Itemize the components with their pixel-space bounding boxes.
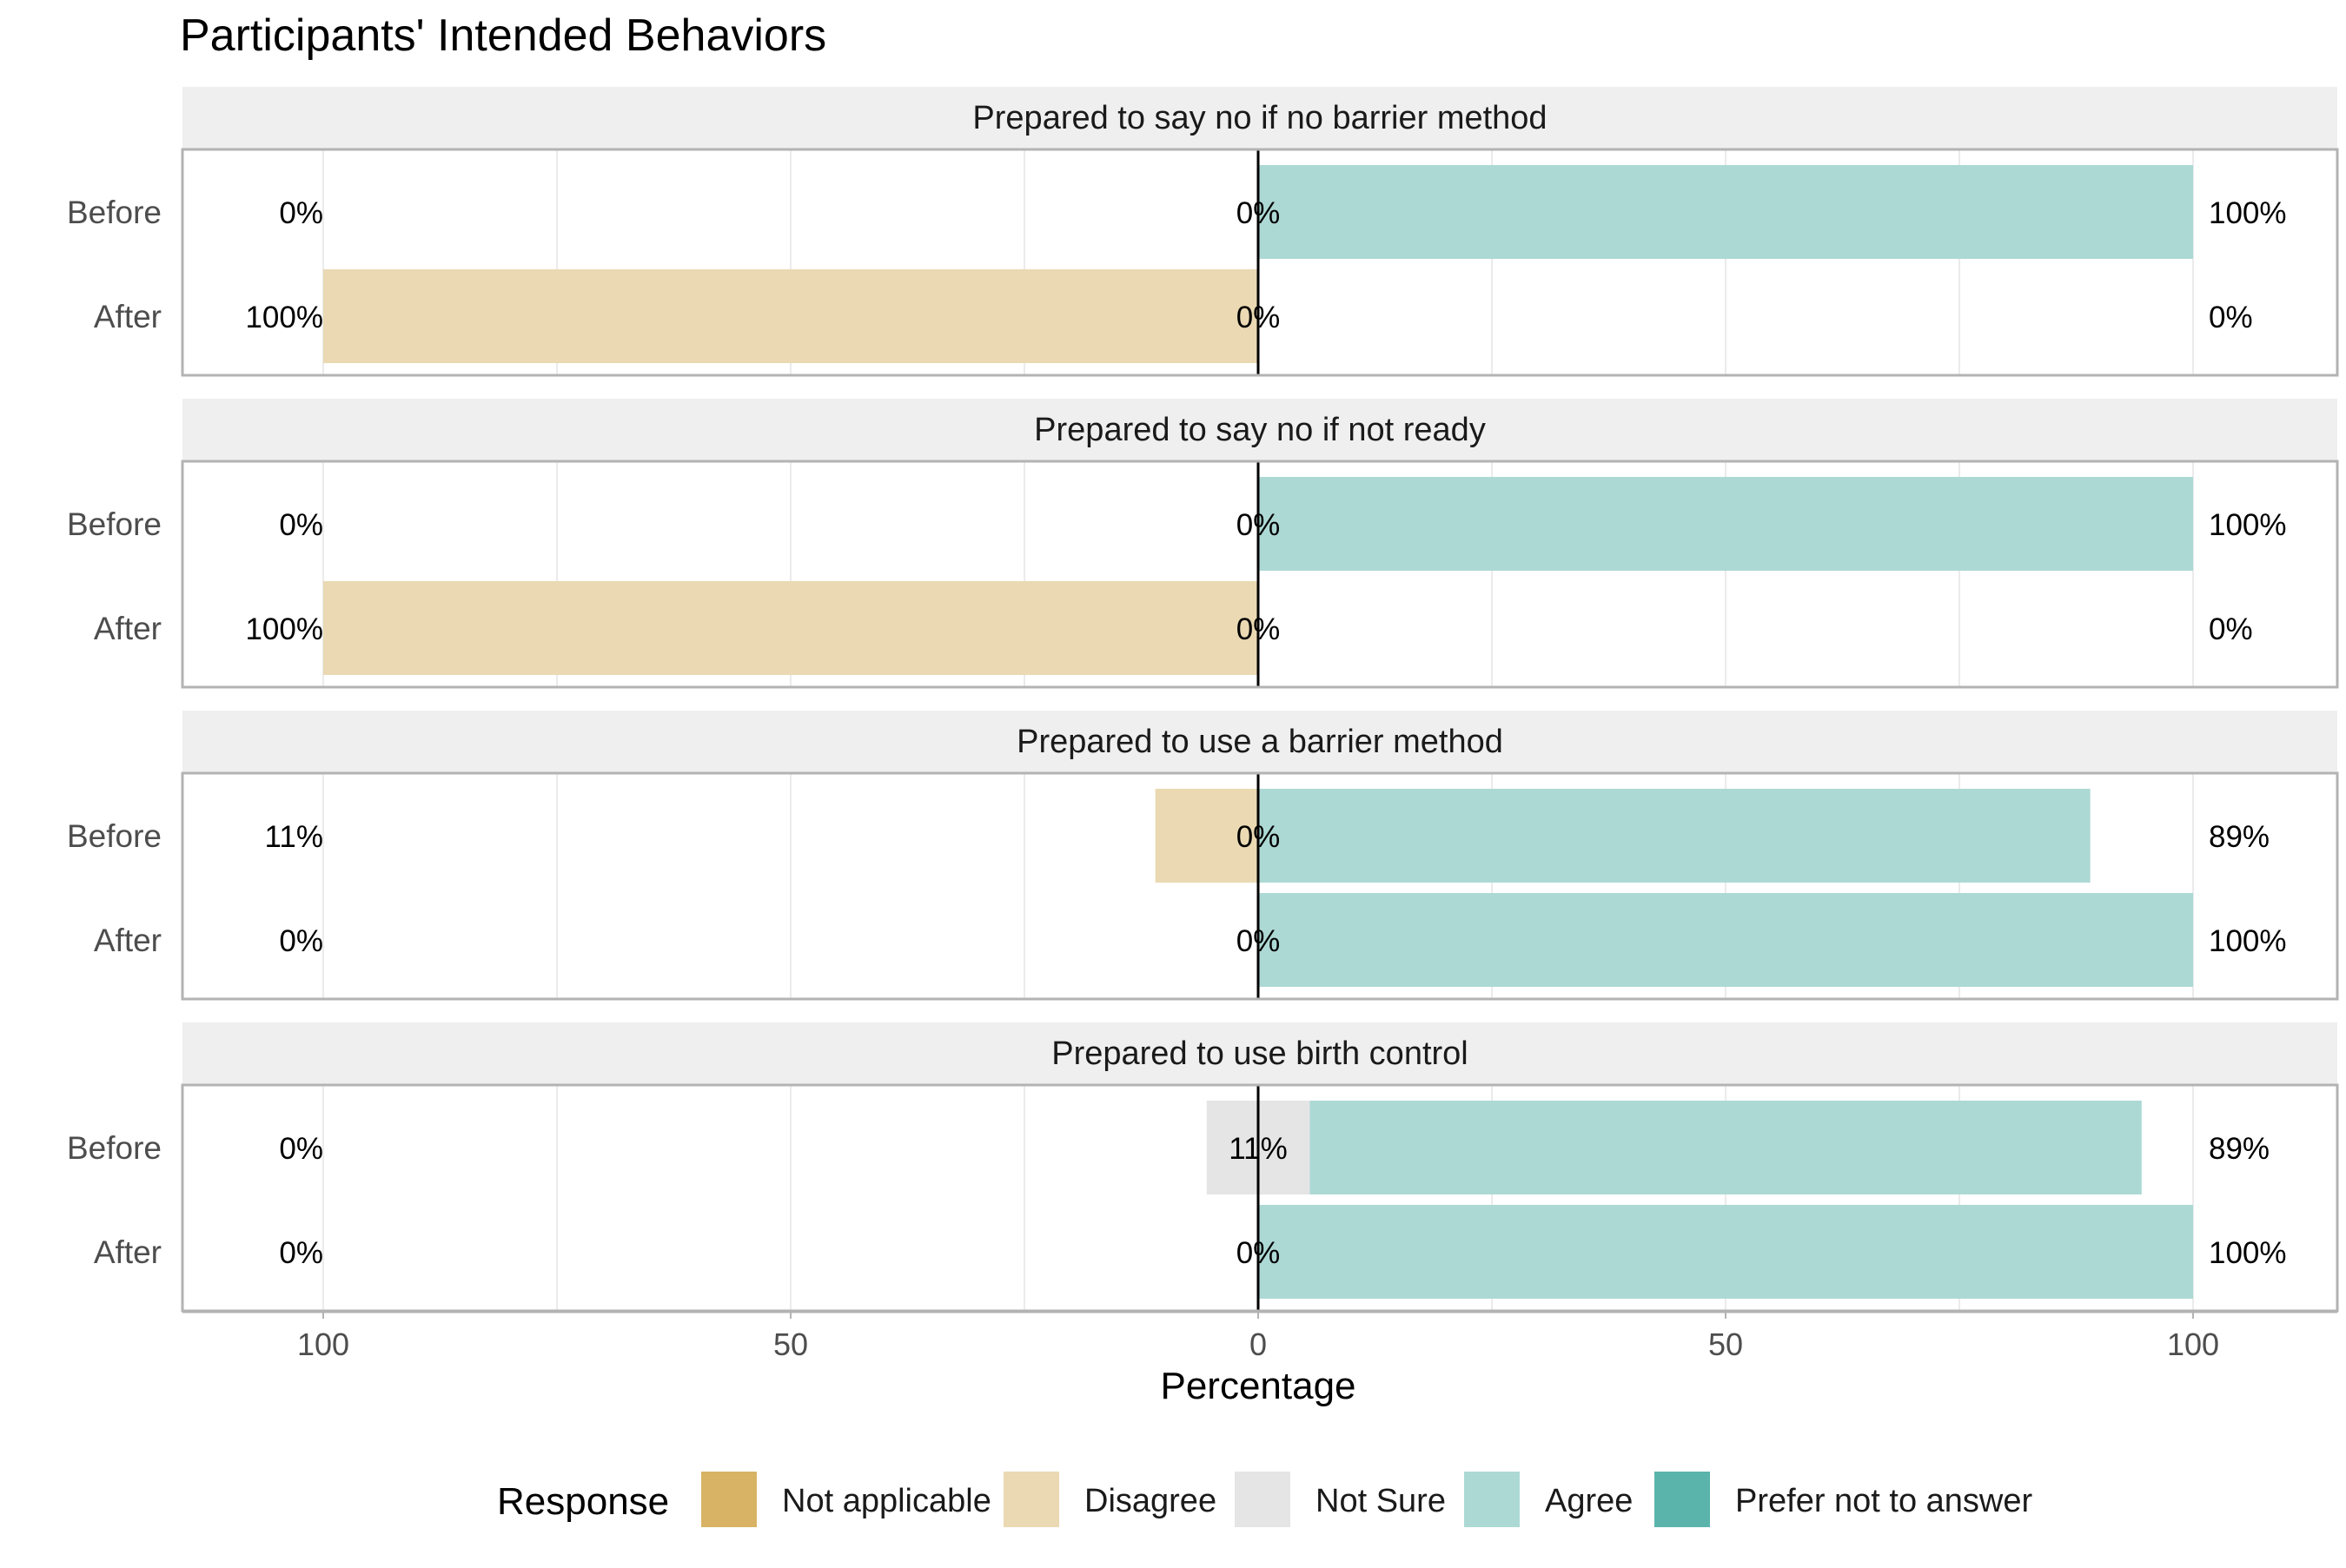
category-label: After <box>94 1234 162 1270</box>
category-label: Before <box>67 506 162 542</box>
facet-strip <box>182 87 2337 149</box>
percent-label-high: 100% <box>2209 508 2287 542</box>
bar-agree <box>1258 789 2091 883</box>
category-label: Before <box>67 1130 162 1166</box>
facet-strip <box>182 1022 2337 1085</box>
category-label: Before <box>67 195 162 230</box>
legend-label: Not applicable <box>782 1483 991 1519</box>
facet-title: Prepared to say no if no barrier method <box>972 100 1547 136</box>
percent-label-high: 89% <box>2209 820 2270 854</box>
percent-label-high: 0% <box>2209 301 2253 334</box>
legend-key <box>1002 1470 1061 1529</box>
x-tick-label: 100 <box>297 1327 349 1362</box>
legend-key <box>1653 1470 1712 1529</box>
legend-label: Prefer not to answer <box>1735 1483 2033 1519</box>
panel-border <box>181 148 2339 377</box>
facet-title: Prepared to use birth control <box>1051 1035 1468 1072</box>
panels: Prepared to say no if no barrier method B… <box>67 87 2339 1313</box>
category-label: Before <box>67 818 162 854</box>
x-tick-label: 50 <box>1708 1327 1743 1362</box>
facet-title: Prepared to use a barrier method <box>1017 724 1503 760</box>
bar-agree <box>1258 893 2193 987</box>
bar-agree <box>1258 477 2193 571</box>
bar-disagree <box>1155 789 1258 883</box>
percent-label-high: 100% <box>2209 196 2287 230</box>
legend-label: Disagree <box>1084 1483 1216 1519</box>
legend-label: Not Sure <box>1315 1483 1446 1519</box>
percent-label-low: 100% <box>245 301 323 334</box>
facet-strip <box>182 399 2337 461</box>
panel-border <box>181 771 2339 1001</box>
percent-label-low: 11% <box>265 820 323 854</box>
facet-strip <box>182 711 2337 773</box>
facet-panel: Prepared to use a barrier method Before 11… <box>67 711 2339 1001</box>
percent-label-low: 100% <box>245 612 323 646</box>
x-tick-label: 100 <box>2167 1327 2219 1362</box>
x-axis-title: Percentage <box>1160 1365 1355 1407</box>
percent-label-low: 0% <box>279 196 323 230</box>
panel-border <box>181 460 2339 689</box>
x-tick-label: 50 <box>773 1327 808 1362</box>
facet-panel: Prepared to say no if no barrier method B… <box>67 87 2339 377</box>
x-axis: 100 50 0 50 100 <box>182 1310 2337 1362</box>
facet-panel: Prepared to say no if not ready Before 0% 0… <box>67 399 2339 689</box>
category-label: After <box>94 611 162 646</box>
facet-title: Prepared to say no if not ready <box>1034 412 1486 448</box>
category-label: After <box>94 923 162 958</box>
legend: Response Not applicable Disagree Not Sure A… <box>497 1470 2033 1529</box>
bar-disagree <box>323 581 1258 675</box>
legend-key <box>699 1470 759 1529</box>
percent-label-low: 0% <box>279 508 323 542</box>
percent-label-high: 100% <box>2209 924 2287 958</box>
bar-agree <box>1258 165 2193 259</box>
legend-label: Agree <box>1545 1483 1633 1519</box>
category-label: After <box>94 299 162 334</box>
bar-agree <box>1258 1205 2193 1299</box>
percent-label-low: 0% <box>279 1132 323 1166</box>
x-tick-label: 0 <box>1249 1327 1267 1362</box>
percent-label-high: 89% <box>2209 1132 2270 1166</box>
bar-disagree <box>323 269 1258 363</box>
legend-title: Response <box>497 1480 669 1523</box>
bar-agree <box>1309 1101 2142 1194</box>
legend-key <box>1462 1470 1521 1529</box>
legend-key <box>1233 1470 1292 1529</box>
percent-label-high: 0% <box>2209 612 2253 646</box>
percent-label-low: 0% <box>279 1236 323 1270</box>
percent-label-low: 0% <box>279 924 323 958</box>
chart-title: Participants' Intended Behaviors <box>180 10 826 61</box>
percent-label-high: 100% <box>2209 1236 2287 1270</box>
